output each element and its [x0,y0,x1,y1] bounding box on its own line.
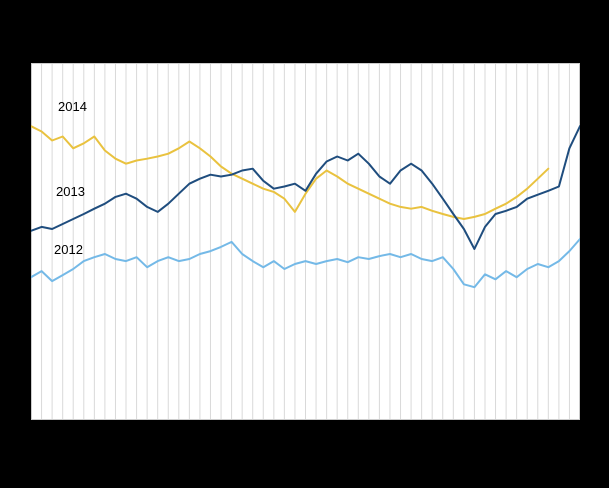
series-label-2013: 2013 [56,184,85,199]
line-chart [31,63,580,420]
series-2012-line [31,238,580,289]
series-label-2014: 2014 [58,99,87,114]
series-2014-line [31,125,550,220]
plot-border [31,63,580,420]
series-label-2012: 2012 [54,242,83,257]
plot-area: 2014 2013 2012 [31,63,580,420]
gridlines [31,63,580,420]
series-2013-line [31,125,580,250]
